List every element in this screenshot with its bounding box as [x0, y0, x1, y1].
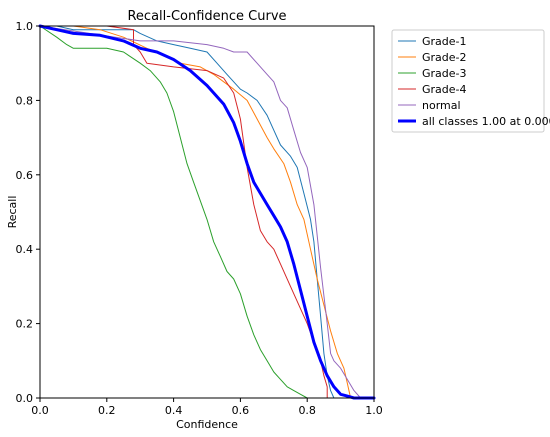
- y-tick-label: 0.2: [16, 318, 34, 331]
- legend-items: Grade-1 Grade-2 Grade-3 Grade-4 normal all cl…: [398, 35, 550, 128]
- y-axis: 0.0 0.2 0.4 0.6 0.8 1.0: [16, 20, 40, 405]
- x-tick-label: 0.4: [165, 404, 183, 417]
- x-tick-label: 0.0: [31, 404, 49, 417]
- series-line-6: [38, 24, 376, 400]
- y-tick-label: 0.0: [16, 392, 34, 405]
- x-axis-label: Confidence: [176, 418, 238, 431]
- legend-label: all classes 1.00 at 0.000: [422, 115, 550, 128]
- legend-box: [391, 29, 545, 133]
- y-tick-label: 1.0: [16, 20, 34, 33]
- x-tick-label: 1.0: [365, 404, 383, 417]
- series-layer: [38, 24, 376, 400]
- legend-label: normal: [422, 99, 461, 112]
- legend-label: Grade-3: [422, 67, 467, 80]
- series-line-3: [39, 25, 308, 399]
- y-tick-label: 0.6: [16, 169, 34, 182]
- plot-area: [40, 26, 374, 398]
- x-tick-label: 0.8: [298, 404, 316, 417]
- x-tick-label: 0.2: [98, 404, 116, 417]
- x-axis: 0.0 0.2 0.4 0.6 0.8 1.0: [31, 398, 383, 417]
- series-line-5: [39, 25, 362, 399]
- x-tick-label: 0.6: [232, 404, 250, 417]
- plot-frame: [39, 25, 375, 399]
- y-tick-label: 0.8: [16, 94, 34, 107]
- legend-label: Grade-1: [422, 35, 467, 48]
- legend: Grade-1 Grade-2 Grade-3 Grade-4 normal all cl…: [391, 29, 550, 133]
- y-tick-label: 0.4: [16, 243, 34, 256]
- series-line-1: [39, 25, 335, 399]
- legend-label: Grade-4: [422, 83, 467, 96]
- chart-title: Recall-Confidence Curve: [127, 9, 286, 24]
- y-axis-label: Recall: [6, 196, 19, 229]
- legend-label: Grade-2: [422, 51, 467, 64]
